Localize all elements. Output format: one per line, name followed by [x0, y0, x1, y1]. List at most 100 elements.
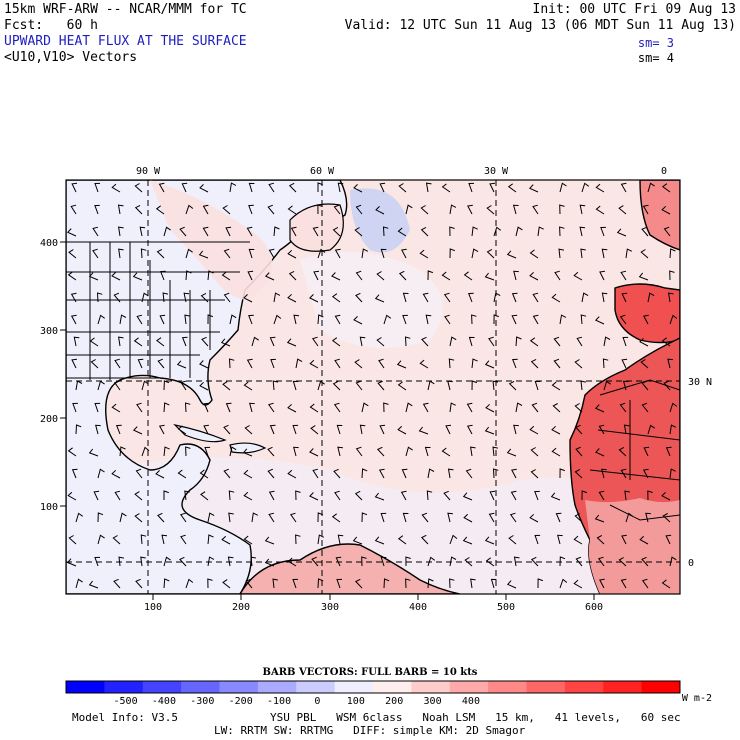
wind-barb	[317, 204, 323, 215]
wind-barb	[376, 446, 385, 457]
wind-barb	[199, 360, 209, 369]
wind-barb	[332, 226, 341, 237]
wind-barb	[374, 294, 385, 303]
wind-barb	[639, 337, 649, 347]
wind-barb	[530, 447, 539, 457]
wind-barb	[111, 403, 121, 413]
lon-label-60w: 60 W	[310, 166, 335, 177]
wind-barb	[594, 316, 605, 325]
wind-barb	[484, 272, 495, 281]
wind-barb	[398, 183, 407, 193]
wind-barb	[96, 292, 103, 303]
legend-units: W m-2	[682, 693, 712, 704]
wind-barb	[179, 226, 187, 237]
wind-barb	[663, 380, 671, 391]
wind-barb	[485, 557, 495, 567]
wind-barb	[140, 248, 147, 259]
legend-label: -300	[190, 696, 214, 707]
wind-barb	[229, 314, 237, 325]
wind-barb	[492, 380, 498, 391]
wind-barb	[286, 338, 297, 347]
wind-barb	[132, 272, 143, 281]
wind-barb	[486, 205, 495, 215]
wind-barb	[289, 512, 297, 523]
wind-barb	[272, 578, 278, 589]
wind-barb	[225, 226, 232, 237]
wind-barb	[119, 512, 127, 523]
wind-barb	[94, 204, 100, 215]
wind-barb	[361, 512, 368, 523]
wind-barb	[185, 578, 194, 589]
wind-barb	[397, 535, 407, 545]
wind-barb	[200, 491, 209, 501]
wind-barb	[379, 182, 386, 193]
wind-barb	[463, 271, 473, 281]
wind-barb	[511, 358, 518, 369]
wind-barb	[336, 578, 343, 589]
wind-barb	[201, 336, 209, 347]
wind-barb	[185, 204, 194, 215]
x-tick-600: 600	[585, 602, 603, 613]
wind-barb	[573, 535, 583, 545]
wind-barb	[449, 336, 457, 347]
wind-barb	[163, 226, 171, 237]
wind-barb	[290, 226, 297, 237]
wind-barb	[640, 249, 649, 259]
wind-barb	[295, 358, 303, 369]
wind-barb	[559, 468, 565, 479]
wind-barb	[641, 578, 649, 589]
wind-barb	[528, 184, 539, 193]
wind-barb	[380, 248, 387, 259]
x-tick-200: 200	[232, 602, 250, 613]
wind-barb	[511, 292, 518, 303]
wind-barb	[177, 469, 187, 479]
wind-barb	[312, 468, 319, 479]
wind-barb	[531, 402, 539, 413]
wind-barb	[376, 337, 385, 347]
wind-barb	[667, 358, 673, 369]
wind-barb	[397, 227, 407, 237]
wind-barb	[119, 314, 127, 325]
wind-barb	[311, 556, 319, 567]
wind-barb	[402, 314, 408, 325]
wind-barb	[511, 314, 518, 325]
wind-barb	[398, 270, 407, 281]
wind-barb	[317, 512, 324, 523]
wind-barb	[157, 358, 165, 369]
wind-barb	[268, 512, 275, 523]
wind-barb	[88, 448, 99, 457]
wind-barb	[581, 490, 588, 501]
wind-barb	[163, 380, 170, 391]
legend-swatch	[219, 681, 259, 693]
wind-barb	[488, 512, 495, 523]
wind-barb	[447, 468, 454, 479]
init-time: Init: 00 UTC Fri 09 Aug 13	[532, 2, 737, 17]
hispaniola-island	[229, 442, 267, 454]
wind-barb	[156, 248, 165, 259]
wind-barb	[669, 468, 676, 479]
wind-barb	[311, 336, 319, 347]
wind-barb	[158, 182, 165, 193]
legend-swatch	[564, 681, 604, 693]
wind-barb	[155, 470, 165, 479]
wind-barb	[510, 490, 517, 501]
wind-barb	[669, 402, 678, 413]
wind-barb	[509, 512, 517, 523]
wind-barb	[375, 206, 385, 215]
wind-barb	[553, 358, 561, 369]
wind-barb	[331, 337, 341, 347]
wind-barb	[75, 424, 82, 435]
wind-barb	[113, 578, 121, 589]
wind-barb	[331, 272, 341, 281]
wind-barb	[68, 535, 77, 545]
wind-barb	[447, 512, 453, 523]
wind-barb	[532, 292, 539, 303]
legend-label: 400	[462, 696, 480, 707]
wind-barb	[361, 248, 369, 259]
wind-barb	[133, 337, 143, 347]
wind-barb	[309, 403, 319, 413]
wind-barb	[515, 336, 522, 347]
wind-barb	[137, 358, 144, 369]
lon-label-90w: 90 W	[136, 166, 161, 177]
